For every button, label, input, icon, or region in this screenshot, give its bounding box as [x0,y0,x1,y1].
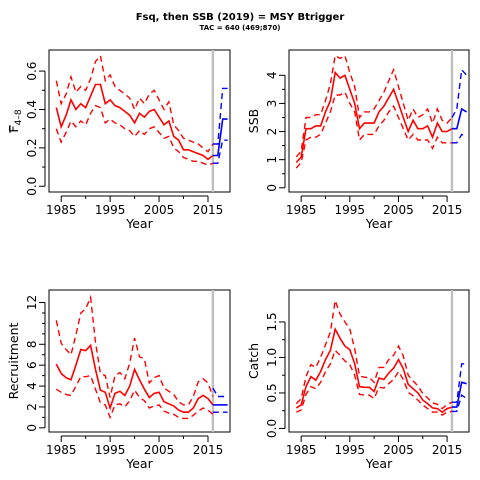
plot-frame [288,49,470,193]
y-tick-label: 4 [25,382,39,390]
x-axis: 1985 1995 2005 2015 Year [286,435,463,471]
y-tick-label: 12 [25,295,39,310]
y-tick-label: 0.2 [25,138,39,157]
x-tick-label: 1995 [95,443,126,457]
chart-recruitment: 1985 1995 2005 2015 Year 0 2 4 6 8 12 Recruitment [6,289,231,471]
projection-series [212,387,228,413]
history-median-line [295,70,453,164]
y-tick-label: 1 [265,156,279,164]
chart-fbar: 1985 1995 2005 2015 Year 0.0 0.2 0.4 0.6 F4–8 [6,49,231,231]
y-axis-label: Catch [246,343,261,379]
y-tick-label: 0 [265,184,279,192]
history-series [55,54,214,166]
y-axis-label-subscript: 4–8 [14,109,24,125]
y-tick-label: 6 [25,361,39,369]
x-tick-label: 2005 [144,443,175,457]
y-tick-label: 0 [25,424,39,432]
x-axis: 1985 1995 2005 2015 Year [286,195,463,231]
history-lower-line [55,104,214,166]
y-tick-label: 8 [25,340,39,348]
projection-series [212,87,228,164]
history-upper-line [295,300,453,410]
history-median-line [55,343,214,414]
figure-title: Fsq, then SSB (2019) = MSY Btrigger [136,12,345,23]
y-axis: 0 1 2 3 4 SSB [246,71,286,192]
y-tick-label: 0.6 [25,62,39,81]
x-tick-label: 1995 [335,203,366,217]
x-tick-label: 1985 [286,203,317,217]
projection-upper-line [212,387,228,398]
y-axis-label: F4–8 [6,109,24,132]
projection-median-line [452,107,468,130]
projection-series [451,68,468,144]
y-tick-label: 3 [265,100,279,108]
x-tick-label: 1995 [95,203,126,217]
x-tick-label: 2015 [432,443,463,457]
projection-median-line [452,381,467,408]
x-tick-label: 2015 [432,203,463,217]
history-upper-line [295,54,453,158]
x-tick-label: 1985 [286,443,317,457]
figure-subtitle: TAC = 640 (469;870) [200,24,281,32]
x-tick-label: 2005 [383,203,414,217]
plot-frame [288,289,470,433]
x-axis: 1985 1995 2005 2015 Year [46,435,224,471]
x-axis-label: Year [365,456,393,471]
history-series [295,300,453,416]
x-axis-label: Year [365,216,393,231]
x-tick-label: 2015 [193,203,224,217]
x-tick-label: 1985 [46,443,77,457]
projection-series [452,363,468,413]
x-tick-label: 1995 [335,443,366,457]
y-tick-label: 0.4 [25,100,39,119]
x-tick-label: 2015 [193,443,224,457]
plot-frame [48,49,231,193]
y-axis: 0.0 0.5 1.0 1.5 Catch [246,312,286,438]
x-axis: 1985 1995 2005 2015 Year [46,195,224,231]
y-tick-label: 4 [265,71,279,79]
y-tick-label: 1.5 [265,312,279,331]
history-series [55,294,214,420]
history-median-line [55,83,214,161]
y-tick-label: 0.5 [265,383,279,402]
y-axis-label: SSB [246,109,261,133]
x-tick-label: 2005 [144,203,175,217]
y-tick-label: 1.0 [265,348,279,367]
y-axis: 0.0 0.2 0.4 0.6 F4–8 [6,62,46,196]
plot-frame [48,289,231,433]
history-lower-line [296,349,453,416]
history-upper-line [55,294,214,406]
x-axis-label: Year [125,216,153,231]
y-tick-label: 2 [265,128,279,136]
x-tick-label: 2005 [383,443,414,457]
projection-lower-line [452,133,467,144]
projection-median-line [212,118,228,157]
projection-upper-line [452,363,467,403]
y-axis-label: Recruitment [6,323,21,400]
y-axis: 0 2 4 6 8 12 Recruitment [6,295,46,432]
chart-ssb: 1985 1995 2005 2015 Year 0 1 2 3 4 SSB [246,49,470,231]
y-tick-label: 0.0 [265,419,279,438]
history-series [295,54,453,169]
x-axis-label: Year [125,456,153,471]
projection-lower-line [212,139,228,164]
chart-catch: 1985 1995 2005 2015 Year 0.0 0.5 1.0 1.5 Catch [246,289,470,471]
y-tick-label: 2 [25,403,39,411]
history-lower-line [55,374,214,420]
history-median-line [295,326,453,414]
y-tick-label: 0.0 [25,177,39,196]
projection-upper-line [451,68,468,118]
history-lower-line [295,91,452,169]
projection-upper-line [212,87,228,145]
x-tick-label: 1985 [46,203,77,217]
projection-lower-line [452,393,468,413]
chart-panels: 1985 1995 2005 2015Year0.00.20.40.6F4–81985… [6,49,470,471]
